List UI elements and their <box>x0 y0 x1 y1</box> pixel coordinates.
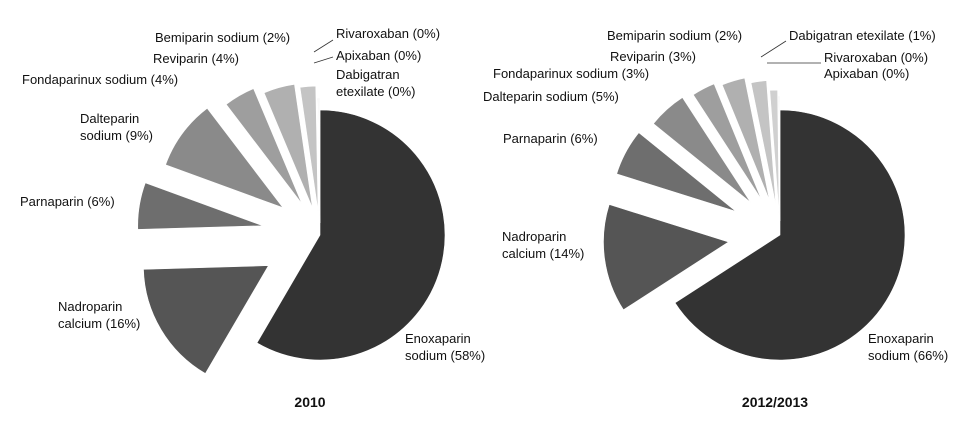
slice-label-reviparin: Reviparin (3%) <box>610 49 696 64</box>
slice-label-enoxaparin-sodium: Enoxaparin sodium (58%) <box>405 331 485 363</box>
chart-title: 2010 <box>294 394 325 410</box>
leader-line-apixaban <box>313 56 334 64</box>
slice-apixaban <box>778 95 781 222</box>
slice-enoxaparin-sodium <box>256 109 446 361</box>
slice-enoxaparin-sodium <box>674 109 906 361</box>
pie-chart-2: Enoxaparin sodium (66%) Nadroparin calcium … <box>483 28 948 410</box>
slice-reviparin <box>263 83 313 209</box>
slice-dabigatran-etexilate <box>318 97 321 224</box>
slice-label-enoxaparin-sodium: Enoxaparin sodium (66%) <box>868 331 948 363</box>
slice-label-reviparin: Reviparin (4%) <box>153 51 239 66</box>
slice-fondaparinux-sodium <box>692 83 762 200</box>
slice-label-rivaroxaban: Rivaroxaban (0%) <box>336 26 440 41</box>
leader-line-dabigatran-etexilate <box>760 40 787 58</box>
slice-label-dabigatran-etexilate: Dabigatran etexilate (0%) <box>336 67 415 99</box>
slice-dalteparin-sodium <box>165 107 284 209</box>
slice-reviparin <box>721 77 770 201</box>
slice-nadroparin-calcium <box>603 204 730 311</box>
slice-dabigatran-etexilate <box>769 89 780 216</box>
leader-line-rivaroxaban <box>313 39 334 53</box>
slice-bemiparin-sodium <box>299 85 319 212</box>
slice-label-apixaban: Apixaban (0%) <box>824 66 909 81</box>
slice-label-rivaroxaban: Rivaroxaban (0%) <box>824 50 928 65</box>
slice-label-nadroparin-calcium: Nadroparin calcium (16%) <box>58 299 140 331</box>
slice-nadroparin-calcium <box>143 265 269 374</box>
slice-bemiparin-sodium <box>750 80 777 206</box>
slice-label-nadroparin-calcium: Nadroparin calcium (14%) <box>502 229 584 261</box>
slice-parnaparin <box>616 132 737 212</box>
slice-label-bemiparin-sodium: Bemiparin sodium (2%) <box>155 30 290 45</box>
slice-label-fondaparinux-sodium: Fondaparinux sodium (3%) <box>493 66 649 81</box>
slice-label-dabigatran-etexilate: Dabigatran etexilate (1%) <box>789 28 936 43</box>
slice-label-apixaban: Apixaban (0%) <box>336 48 421 63</box>
slice-label-dalteparin-sodium: Dalteparin sodium (9%) <box>80 111 153 143</box>
slice-fondaparinux-sodium <box>225 88 303 205</box>
slice-label-parnaparin: Parnaparin (6%) <box>503 131 598 146</box>
pie-chart-1: Enoxaparin sodium (58%) Nadroparin calcium … <box>20 26 485 410</box>
slice-label-dalteparin-sodium: Dalteparin sodium (5%) <box>483 89 619 104</box>
slice-dalteparin-sodium <box>652 97 751 203</box>
slice-parnaparin <box>137 182 263 230</box>
slice-label-fondaparinux-sodium: Fondaparinux sodium (4%) <box>22 72 178 87</box>
slice-label-parnaparin: Parnaparin (6%) <box>20 194 115 209</box>
slice-label-bemiparin-sodium: Bemiparin sodium (2%) <box>607 28 742 43</box>
chart-title: 2012/2013 <box>742 394 808 410</box>
